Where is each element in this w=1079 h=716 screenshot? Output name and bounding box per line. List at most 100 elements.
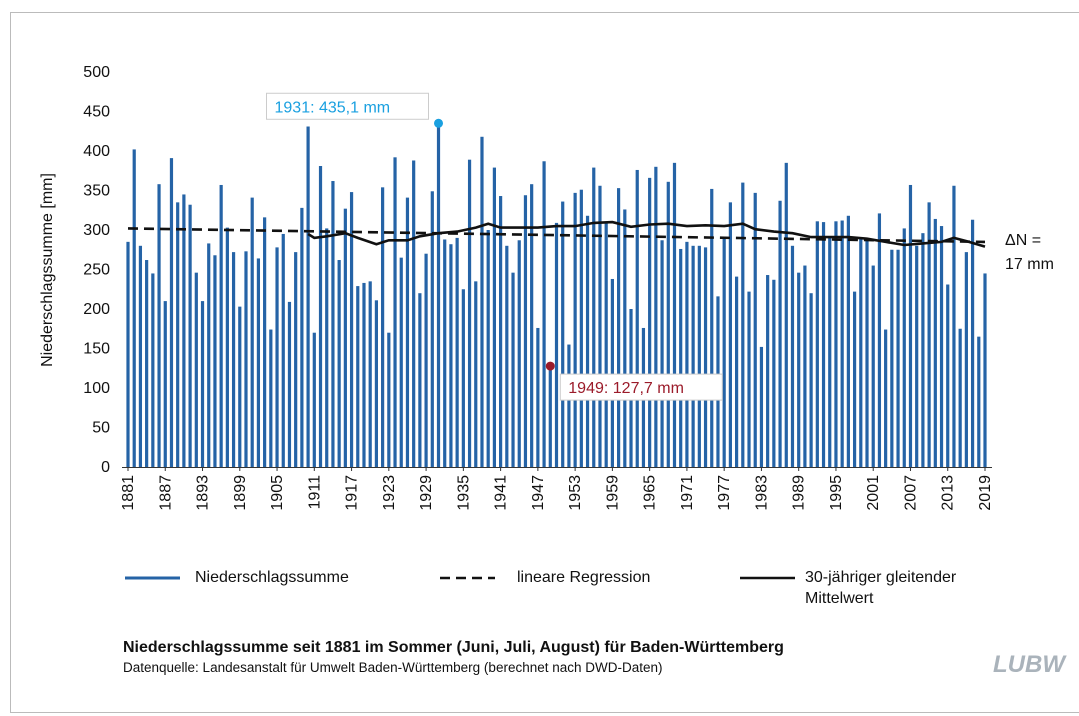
legend-label: 30-jähriger gleitender Mittelwert — [805, 569, 957, 607]
bar — [697, 245, 701, 467]
bar — [884, 329, 888, 467]
bar — [766, 275, 770, 467]
bar — [176, 202, 180, 467]
bar — [815, 221, 819, 467]
y-tick-label: 300 — [83, 222, 110, 239]
bar — [958, 328, 962, 467]
y-tick-label: 250 — [83, 262, 110, 279]
bar — [362, 282, 366, 467]
bar — [753, 192, 757, 467]
y-tick-label: 150 — [83, 341, 110, 358]
bar — [225, 227, 229, 467]
bar — [921, 233, 925, 467]
bar — [263, 217, 267, 467]
annotation-box — [266, 92, 430, 120]
trend-label: 17 mm — [1005, 256, 1054, 273]
frame — [10, 12, 1079, 713]
y-tick-label: 0 — [101, 459, 110, 476]
bar — [834, 221, 838, 467]
annotation-label: 1949: 127,7 mm — [568, 380, 684, 397]
bar — [846, 215, 850, 467]
bar — [294, 252, 298, 467]
bar — [126, 241, 130, 467]
bar — [741, 182, 745, 467]
bar — [939, 226, 944, 467]
bar — [517, 240, 521, 467]
bar — [977, 336, 981, 467]
bar — [461, 289, 465, 467]
bar — [455, 237, 459, 467]
bar — [933, 218, 937, 467]
bar — [256, 258, 261, 467]
bar — [275, 247, 279, 467]
legend-label: Niederschlagssumme — [195, 569, 349, 586]
bar — [356, 286, 360, 467]
bar — [772, 279, 776, 467]
bar — [157, 184, 161, 467]
bar — [132, 149, 136, 468]
bar — [809, 293, 813, 467]
bar — [399, 257, 403, 467]
bar — [877, 213, 882, 467]
x-tick-label: 2001 — [865, 475, 882, 511]
bar — [946, 284, 950, 467]
bar — [231, 252, 236, 467]
bar — [648, 177, 652, 468]
x-tick-label: 1917 — [344, 475, 361, 511]
bar — [983, 273, 987, 467]
y-tick-label: 400 — [83, 143, 110, 160]
bar — [840, 220, 844, 467]
bar — [927, 202, 931, 467]
x-tick-label: 1983 — [753, 475, 770, 511]
bar — [908, 184, 913, 467]
bar — [238, 306, 242, 467]
trend-label: ΔN = — [1005, 232, 1041, 249]
bar — [915, 245, 919, 467]
x-tick-label: 1887 — [157, 475, 174, 511]
x-tick-label: 1911 — [306, 475, 323, 510]
bar — [859, 237, 863, 467]
bar — [548, 366, 552, 467]
y-axis-label: Niederschlagssumme [mm] — [39, 173, 56, 367]
x-tick-label: 1947 — [530, 475, 547, 511]
bar — [306, 126, 310, 467]
y-tick-label: 50 — [92, 420, 110, 437]
y-tick-label: 350 — [83, 183, 110, 200]
bar — [852, 291, 857, 467]
bar — [797, 272, 801, 467]
bar — [803, 265, 807, 467]
bar — [188, 204, 192, 467]
bar — [784, 162, 788, 467]
bar — [499, 196, 503, 467]
bar — [312, 332, 316, 467]
y-tick-label: 200 — [83, 301, 110, 318]
bar — [598, 185, 602, 467]
bar — [759, 346, 764, 467]
bar — [610, 278, 614, 467]
x-tick-label: 1989 — [791, 475, 808, 511]
bar — [219, 184, 223, 467]
bar — [747, 291, 751, 467]
bar — [213, 255, 217, 467]
bar — [300, 207, 304, 467]
bar — [964, 252, 968, 467]
bar — [703, 247, 708, 467]
source: Datenquelle: Landesanstalt für Umwelt Ba… — [123, 660, 663, 675]
bar — [734, 276, 739, 467]
bar — [635, 169, 639, 467]
x-tick-label: 1899 — [232, 475, 249, 511]
x-tick-label: 1953 — [567, 475, 584, 511]
bar — [728, 202, 732, 467]
bar — [405, 197, 410, 468]
x-tick-label: 2007 — [902, 475, 919, 511]
bar — [436, 123, 441, 467]
y-tick-label: 450 — [83, 104, 110, 121]
bar — [281, 233, 285, 467]
x-tick-label: 1929 — [418, 475, 435, 511]
bar — [318, 166, 323, 467]
legend-label: lineare Regression — [517, 569, 651, 586]
x-tick-label: 1935 — [455, 475, 472, 511]
annotation-box — [559, 373, 723, 401]
bar — [381, 187, 385, 467]
